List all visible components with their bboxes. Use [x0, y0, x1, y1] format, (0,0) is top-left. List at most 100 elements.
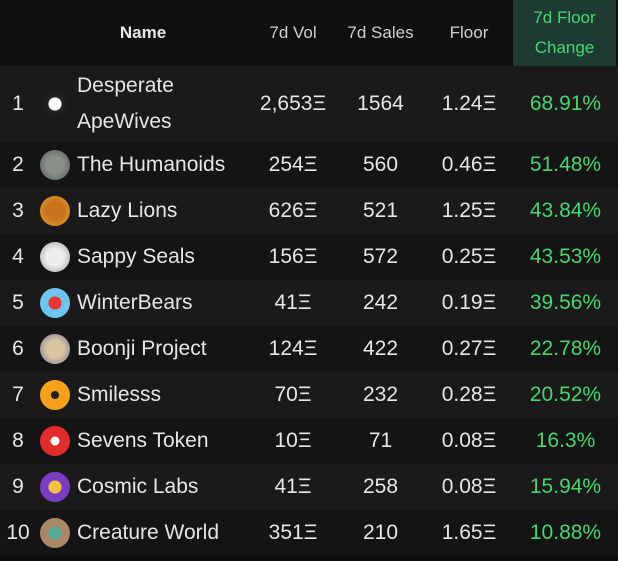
column-header[interactable]: 7d Vol: [250, 0, 336, 66]
collection-icon: [40, 196, 70, 226]
collection-icon: [40, 288, 70, 318]
collection-icon: [40, 472, 70, 502]
collection-name[interactable]: Smilesss: [77, 383, 162, 406]
collection-name[interactable]: Sevens Token: [77, 429, 209, 452]
column-header[interactable]: Floor: [425, 0, 513, 66]
collection: WinterBears: [36, 285, 250, 321]
floor: 1.65Ξ: [425, 510, 513, 556]
volume: 70Ξ: [250, 372, 336, 418]
collection-name[interactable]: Desperate ApeWives: [77, 74, 174, 133]
volume: 351Ξ: [250, 510, 336, 556]
collection-icon: [40, 426, 70, 456]
volume: 626Ξ: [250, 188, 336, 234]
table-body: 1 Desperate ApeWives 2,653Ξ 1564 1.24Ξ 68.91%…: [0, 66, 618, 556]
floor: 0.25Ξ: [425, 234, 513, 280]
volume: 2,653Ξ: [250, 66, 336, 142]
collection-cell: Cosmic Labs: [36, 464, 250, 510]
collection-cell: The Humanoids: [36, 142, 250, 188]
rank: 8: [0, 418, 36, 464]
table-row[interactable]: 2 The Humanoids 254Ξ 560 0.46Ξ 51.48%: [0, 142, 618, 188]
column-header[interactable]: Name: [36, 0, 250, 66]
volume: 41Ξ: [250, 280, 336, 326]
floor: 0.27Ξ: [425, 326, 513, 372]
volume: 10Ξ: [250, 418, 336, 464]
sales: 232: [336, 372, 425, 418]
collection-cell: Desperate ApeWives: [36, 66, 250, 142]
floor-change: 20.52%: [513, 372, 618, 418]
table-row[interactable]: 5 WinterBears 41Ξ 242 0.19Ξ 39.56%: [0, 280, 618, 326]
floor-change: 43.53%: [513, 234, 618, 280]
collection: Sappy Seals: [36, 239, 250, 275]
collection-cell: Sevens Token: [36, 418, 250, 464]
collection: Smilesss: [36, 377, 250, 413]
floor-change: 10.88%: [513, 510, 618, 556]
collection-name[interactable]: WinterBears: [77, 291, 193, 314]
collection-name[interactable]: Cosmic Labs: [77, 475, 199, 498]
table-row[interactable]: 1 Desperate ApeWives 2,653Ξ 1564 1.24Ξ 68.91%: [0, 66, 618, 142]
table-row[interactable]: 3 Lazy Lions 626Ξ 521 1.25Ξ 43.84%: [0, 188, 618, 234]
collection-icon: [40, 518, 70, 548]
sales: 572: [336, 234, 425, 280]
floor: 0.08Ξ: [425, 418, 513, 464]
collection-cell: Creature World: [36, 510, 250, 556]
rank: 1: [0, 66, 36, 142]
floor-change: 43.84%: [513, 188, 618, 234]
rank: 2: [0, 142, 36, 188]
floor: 1.25Ξ: [425, 188, 513, 234]
collection-cell: WinterBears: [36, 280, 250, 326]
sales: 521: [336, 188, 425, 234]
floor: 0.08Ξ: [425, 464, 513, 510]
rank: 9: [0, 464, 36, 510]
collection-name[interactable]: Creature World: [77, 521, 219, 544]
collection: The Humanoids: [36, 147, 250, 183]
table-row[interactable]: 6 Boonji Project 124Ξ 422 0.27Ξ 22.78%: [0, 326, 618, 372]
collection: Creature World: [36, 515, 250, 551]
floor-change: 68.91%: [513, 66, 618, 142]
collection-icon: [40, 150, 70, 180]
rank: 10: [0, 510, 36, 556]
floor-change: 39.56%: [513, 280, 618, 326]
collection-cell: Boonji Project: [36, 326, 250, 372]
table-row[interactable]: 9 Cosmic Labs 41Ξ 258 0.08Ξ 15.94%: [0, 464, 618, 510]
collection-name[interactable]: Lazy Lions: [77, 199, 178, 222]
floor-change: 15.94%: [513, 464, 618, 510]
rank: 5: [0, 280, 36, 326]
floor-change: 22.78%: [513, 326, 618, 372]
collection: Desperate ApeWives: [36, 68, 250, 140]
floor: 1.24Ξ: [425, 66, 513, 142]
collection: Sevens Token: [36, 423, 250, 459]
floor-change: 51.48%: [513, 142, 618, 188]
sales: 560: [336, 142, 425, 188]
collection-name[interactable]: Sappy Seals: [77, 245, 195, 268]
collection-cell: Sappy Seals: [36, 234, 250, 280]
collection-cell: Smilesss: [36, 372, 250, 418]
sales: 210: [336, 510, 425, 556]
floor-change: 16.3%: [513, 418, 618, 464]
table-row[interactable]: 10 Creature World 351Ξ 210 1.65Ξ 10.88%: [0, 510, 618, 556]
rank: 3: [0, 188, 36, 234]
sales: 1564: [336, 66, 425, 142]
collection-name[interactable]: Boonji Project: [77, 337, 207, 360]
collection-name[interactable]: The Humanoids: [77, 153, 226, 176]
column-header[interactable]: 7d Floor Change: [513, 0, 618, 66]
sales: 242: [336, 280, 425, 326]
collection-cell: Lazy Lions: [36, 188, 250, 234]
collection: Boonji Project: [36, 331, 250, 367]
table-row[interactable]: 7 Smilesss 70Ξ 232 0.28Ξ 20.52%: [0, 372, 618, 418]
volume: 254Ξ: [250, 142, 336, 188]
table-row[interactable]: 4 Sappy Seals 156Ξ 572 0.25Ξ 43.53%: [0, 234, 618, 280]
table-row[interactable]: 8 Sevens Token 10Ξ 71 0.08Ξ 16.3%: [0, 418, 618, 464]
collection-icon: [40, 242, 70, 272]
floor: 0.28Ξ: [425, 372, 513, 418]
collection: Lazy Lions: [36, 193, 250, 229]
collection-icon: [40, 334, 70, 364]
floor: 0.46Ξ: [425, 142, 513, 188]
rank: 7: [0, 372, 36, 418]
sales: 71: [336, 418, 425, 464]
sales: 258: [336, 464, 425, 510]
column-header[interactable]: 7d Sales: [336, 0, 425, 66]
rank: 6: [0, 326, 36, 372]
sales: 422: [336, 326, 425, 372]
collection: Cosmic Labs: [36, 469, 250, 505]
